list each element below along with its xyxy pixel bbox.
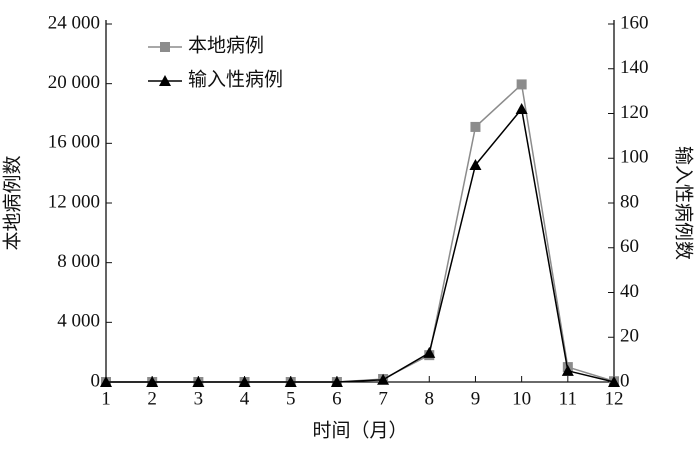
x-tick-label: 11 — [559, 388, 577, 409]
marker-triangle — [608, 376, 620, 387]
marker-square — [516, 79, 527, 90]
y2-axis-label: 输入性病例数 — [673, 146, 695, 260]
y-axis-label: 本地病例数 — [1, 155, 23, 250]
marker-triangle — [192, 376, 205, 387]
marker-square — [470, 121, 481, 132]
y2-tick-label: 140 — [620, 57, 649, 78]
x-tick-label: 8 — [425, 388, 435, 409]
x-tick-label: 3 — [194, 388, 204, 409]
y-tick-label: 20 000 — [48, 72, 100, 93]
y2-tick-label: 100 — [620, 147, 649, 168]
y2-tick-label: 160 — [620, 12, 649, 33]
y-tick-label: 0 — [91, 370, 101, 391]
series-line — [106, 107, 615, 383]
marker-triangle — [423, 346, 436, 358]
y2-tick-label: 60 — [620, 236, 639, 257]
series-line — [106, 82, 615, 383]
x-tick-label: 5 — [286, 388, 296, 409]
marker-triangle — [330, 376, 343, 387]
y2-tick-label: 0 — [620, 370, 630, 391]
y-tick-label: 24 000 — [48, 12, 100, 33]
y2-tick-label: 40 — [620, 281, 639, 302]
y-tick-label: 16 000 — [48, 132, 100, 153]
y-tick-label: 8 000 — [57, 251, 100, 272]
y-tick-label: 12 000 — [48, 191, 100, 212]
x-tick-label: 4 — [240, 388, 250, 409]
marker-triangle — [100, 376, 112, 387]
x-tick-label: 1 — [101, 388, 111, 409]
legend-marker — [159, 75, 171, 86]
y2-tick-label: 80 — [620, 191, 639, 212]
marker-triangle — [377, 373, 390, 385]
y2-tick-label: 20 — [620, 326, 639, 347]
legend-label: 输入性病例 — [188, 68, 283, 90]
legend-label: 本地病例 — [188, 34, 264, 56]
marker-triangle — [238, 376, 251, 387]
x-tick-label: 9 — [471, 388, 481, 409]
x-tick-label: 2 — [147, 388, 157, 409]
x-tick-label: 6 — [332, 388, 342, 409]
marker-triangle — [146, 376, 159, 387]
marker-triangle — [515, 103, 528, 115]
x-tick-label: 10 — [512, 388, 531, 409]
marker-triangle — [284, 376, 297, 387]
x-axis-label: 时间（月） — [312, 419, 407, 441]
y2-tick-label: 120 — [620, 102, 649, 123]
y-tick-label: 4 000 — [57, 311, 100, 332]
x-tick-label: 7 — [378, 388, 388, 409]
marker-triangle — [469, 158, 482, 170]
marker-triangle — [561, 364, 574, 376]
x-tick-label: 12 — [605, 388, 624, 409]
legend-marker — [160, 42, 170, 52]
